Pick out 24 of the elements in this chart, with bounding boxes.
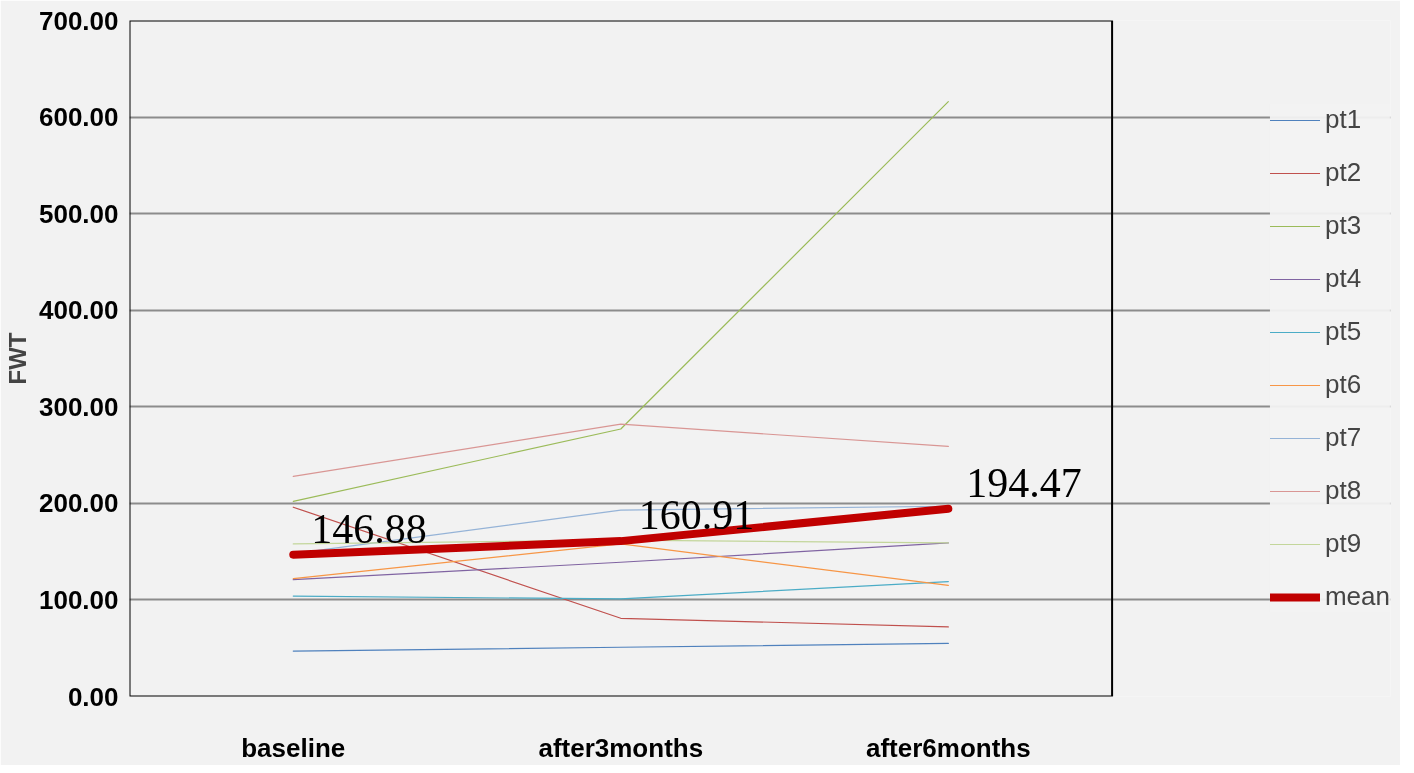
y-tick-label: 500.00 <box>38 198 119 229</box>
data-label: 160.91 <box>638 492 755 539</box>
x-tick-label: after6months <box>865 732 1031 763</box>
y-tick-label: 600.00 <box>38 102 119 133</box>
x-tick-label: after3months <box>538 732 704 763</box>
legend-label: pt6 <box>1324 369 1362 400</box>
legend-label: pt4 <box>1324 263 1362 294</box>
legend-label: pt1 <box>1324 104 1362 135</box>
x-tick-label: baseline <box>241 732 346 763</box>
legend-label: pt7 <box>1324 422 1362 453</box>
y-tick-label: 400.00 <box>38 295 119 326</box>
data-label: 194.47 <box>966 459 1082 506</box>
legend-label: mean <box>1324 581 1390 612</box>
legend-label: pt2 <box>1324 157 1362 188</box>
y-tick-label: 300.00 <box>38 391 119 422</box>
legend-label: pt8 <box>1324 475 1362 506</box>
y-tick-label: 0.00 <box>67 681 119 712</box>
y-tick-label: 100.00 <box>38 584 119 615</box>
legend-label: pt9 <box>1324 528 1362 559</box>
legend-label: pt3 <box>1324 210 1362 241</box>
y-tick-label: 200.00 <box>38 488 119 519</box>
y-axis-title: FWT <box>3 332 31 385</box>
legend-label: pt5 <box>1324 316 1362 347</box>
y-tick-label: 700.00 <box>38 5 119 36</box>
